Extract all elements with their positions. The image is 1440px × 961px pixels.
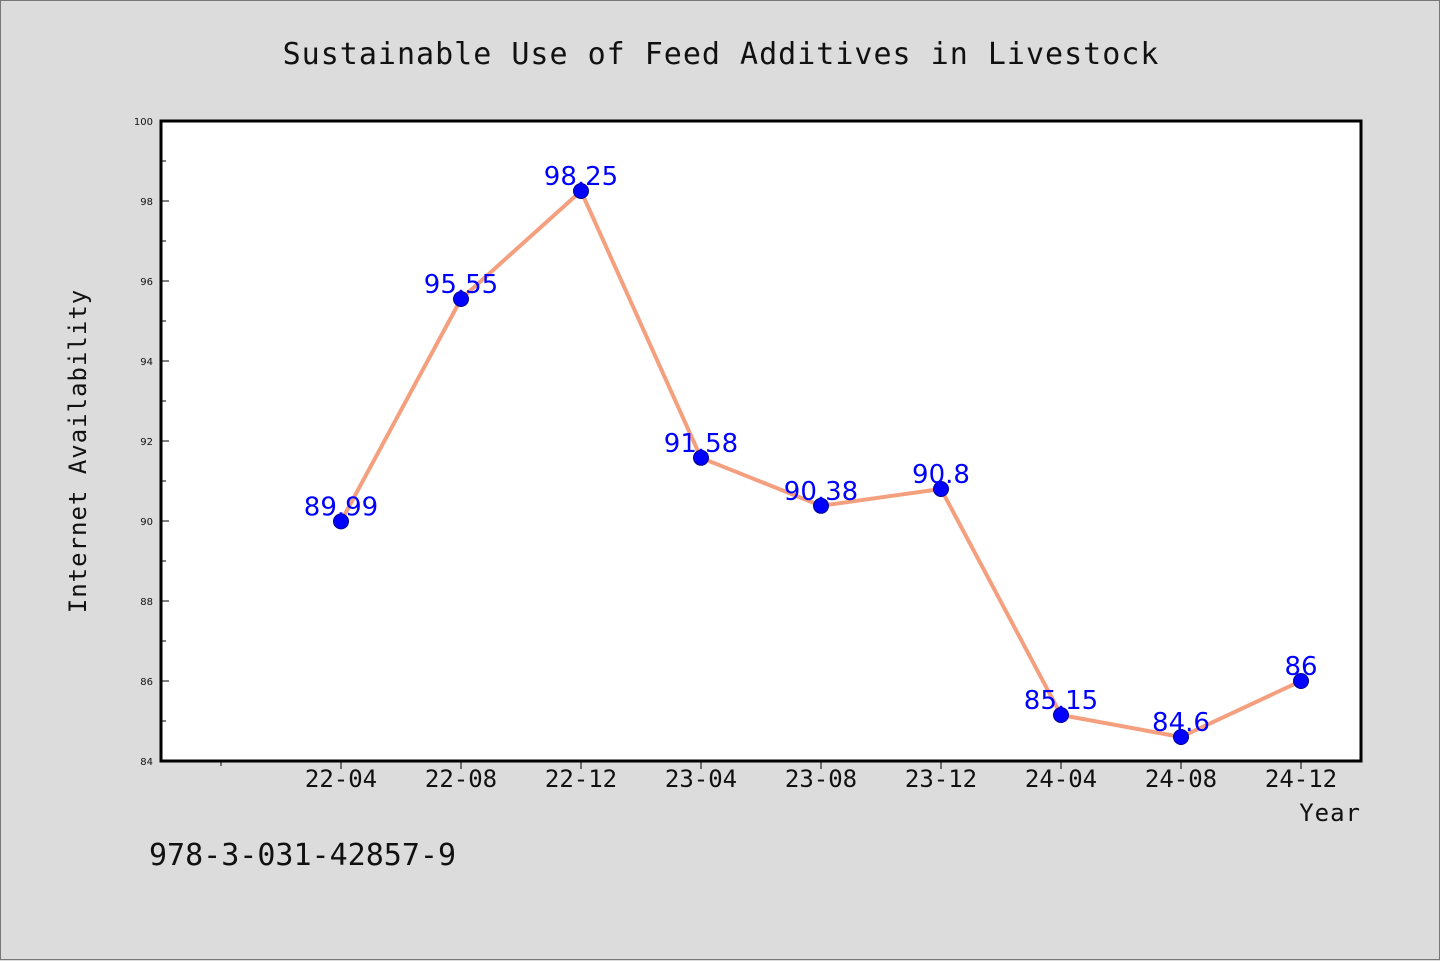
y-tick-label: 100 [134,117,153,128]
data-point-marker [813,497,829,514]
data-value-label: 84.6 [1152,708,1210,738]
y-tick-label: 96 [140,277,153,288]
data-value-label: 85.15 [1024,686,1098,716]
data-value-label: 91.58 [664,429,738,459]
data-point-marker [933,481,949,497]
x-tick-label: 24-04 [1025,765,1097,793]
isbn-footnote: 978-3-031-42857-9 [149,838,456,873]
data-point-marker [693,449,709,466]
data-point-marker [453,291,469,307]
chart-title: Sustainable Use of Feed Additives in Liv… [283,37,1160,72]
x-tick-label: 23-12 [905,765,977,793]
y-tick-label: 98 [140,197,153,208]
y-tick-label: 90 [140,517,153,528]
series-group [333,183,1309,745]
x-axis-label: Year [1299,799,1361,827]
y-tick-label: 94 [140,357,153,368]
x-tick-label: 24-12 [1265,765,1337,793]
data-value-label: 90.8 [912,460,970,490]
data-labels-group: 89.99 95.55 98.25 91.58 90.38 90.8 85.15 84.6 86 [304,162,1318,738]
x-tick-label: 22-04 [305,765,377,793]
plot-area [159,119,1363,763]
data-value-label: 95.55 [424,270,498,300]
data-point-marker [573,183,589,199]
data-value-label: 90.38 [784,477,858,507]
y-axis: 84 86 88 90 92 94 96 98 100 [134,117,169,768]
x-tick-label: 24-08 [1145,765,1217,793]
y-tick-label: 84 [140,757,153,768]
data-point-marker [1173,729,1189,745]
y-tick-label: 92 [140,437,153,448]
x-tick-label: 22-08 [425,765,497,793]
data-value-label: 89.99 [304,492,378,522]
y-axis-label: Internet Availability [64,289,92,613]
data-value-label: 86 [1284,652,1317,682]
x-tick-label: 22-12 [545,765,617,793]
data-point-marker [1293,673,1309,689]
data-point-marker [333,513,349,530]
data-point-marker [1053,707,1069,723]
data-value-label: 98.25 [544,162,618,192]
y-tick-label: 86 [140,677,153,688]
y-tick-label: 88 [140,597,153,608]
x-axis: 22-04 22-08 22-12 23-04 23-08 23-12 24-04 24-08… [220,761,1337,793]
x-tick-label: 23-04 [665,765,737,793]
x-tick-label: 23-08 [785,765,857,793]
